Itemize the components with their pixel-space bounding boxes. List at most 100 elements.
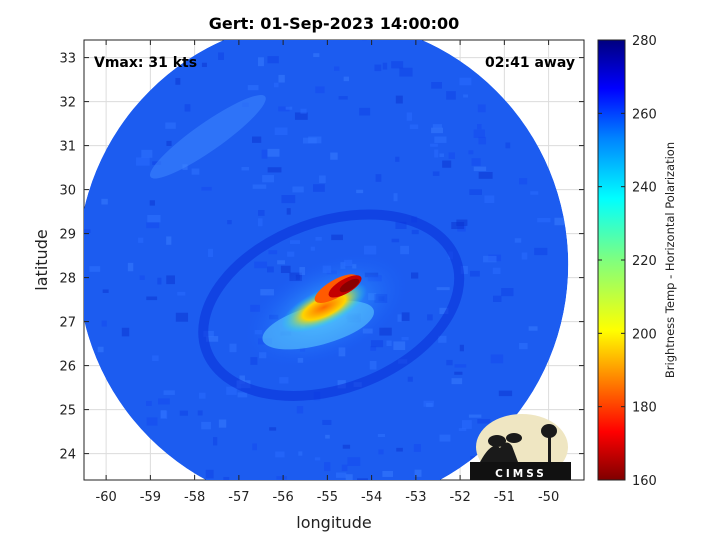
swath-texture-cell [331, 484, 336, 489]
x-tick-label: -57 [228, 490, 249, 505]
swath-texture-cell [407, 376, 413, 382]
time-away-label: 02:41 away [485, 55, 575, 71]
swath-texture-cell [363, 245, 377, 255]
y-tick-label: 31 [59, 140, 76, 155]
swath-texture-cell [469, 189, 482, 195]
swath-texture-cell [454, 364, 467, 368]
swath-texture-cell [147, 214, 161, 223]
colorbar-tick-label: 220 [632, 254, 657, 269]
swath-texture-cell [477, 418, 491, 424]
swath-texture-cell [331, 234, 343, 241]
swath-texture-cell [338, 96, 348, 100]
swath-texture-cell [395, 221, 407, 230]
y-tick-label: 27 [59, 316, 76, 331]
swath-texture-cell [315, 86, 325, 94]
swath-texture-cell [395, 95, 403, 104]
swath-texture-cell [292, 186, 304, 193]
swath-texture-cell [359, 107, 371, 116]
colorbar-label: Brightness Temp - Horizontal Polarizatio… [663, 142, 677, 378]
y-axis-label: latitude [32, 229, 51, 290]
colorbar-tick-label: 260 [632, 107, 657, 122]
swath-texture-cell [439, 307, 449, 315]
swath-texture-cell [343, 76, 350, 82]
storm-core-yellow [281, 281, 367, 333]
swath-texture-cell [149, 200, 155, 206]
colorbar [597, 39, 626, 481]
swath-texture-cell [191, 168, 200, 175]
swath-texture-cell [184, 104, 191, 112]
swath-texture-cell [296, 406, 304, 414]
swath-texture-cell [84, 229, 91, 233]
swath-texture-cell [432, 171, 440, 176]
swath-texture-cell [166, 275, 175, 285]
swath-texture-cell [325, 434, 330, 439]
swath-texture-cell [345, 474, 353, 480]
swath-texture-cell [477, 124, 482, 130]
swath-texture-cell [80, 250, 84, 256]
swath-texture-cell [227, 220, 232, 225]
swath-texture-cell [478, 171, 493, 179]
swath-texture-cell [413, 444, 421, 452]
swath-streak [149, 95, 266, 179]
swath-texture-cell [315, 236, 322, 241]
swath-texture-cell [498, 390, 513, 397]
swath-texture-cell [139, 275, 145, 280]
swath-texture-cell [313, 53, 320, 58]
swath-texture-cell [101, 198, 108, 205]
swath-texture-cell [492, 267, 501, 275]
swath-texture-cell [460, 265, 468, 274]
swath-texture-cell [414, 469, 422, 477]
y-tick-label: 26 [59, 360, 76, 375]
swath-texture-cell [146, 296, 158, 301]
swath-texture-cell [434, 149, 439, 158]
swath-texture-cell [537, 217, 551, 223]
swath-texture-cell [226, 386, 237, 395]
swath-texture-cell [446, 91, 456, 100]
colorbar-tick-label: 200 [632, 327, 657, 342]
swath-texture-cell [514, 238, 522, 243]
swath-texture-cell [399, 67, 413, 77]
swath-texture-cell [521, 252, 528, 260]
swath-texture-cell [278, 74, 285, 83]
y-tick-label: 28 [59, 272, 76, 287]
swath-texture-cell [477, 104, 486, 113]
swath-texture-cell [463, 94, 469, 98]
swath-texture-cell [393, 341, 406, 351]
swath-texture-cell [456, 219, 468, 226]
swath-texture-cell [201, 186, 212, 191]
swath-texture-cell [342, 444, 351, 449]
swath-texture-cell [313, 184, 325, 192]
swath-texture-cell [208, 248, 214, 258]
swath-texture-cell [458, 428, 467, 432]
swath-texture-cell [473, 129, 485, 139]
swath-texture-cell [257, 57, 264, 67]
swath-texture-cell [218, 419, 227, 428]
swath-texture-cell [163, 390, 175, 395]
swath-texture-cell [356, 478, 368, 480]
swath-texture-cell [101, 320, 107, 327]
swath-texture-cell [347, 457, 361, 466]
swath-texture-cell [361, 40, 367, 41]
swath-texture-cell [528, 326, 538, 331]
x-axis-label: longitude [296, 513, 371, 532]
y-tick-label: 33 [59, 52, 76, 67]
chart-title: Gert: 01-Sep-2023 14:00:00 [209, 14, 460, 33]
swath-texture-cell [321, 481, 328, 488]
swath-texture-cell [454, 371, 463, 375]
swath-texture-cell [298, 451, 303, 456]
swath-texture-cell [175, 77, 181, 85]
swath-texture-cell [89, 266, 101, 272]
swath-texture-cell [138, 237, 144, 243]
y-tick-label: 24 [59, 448, 76, 463]
swath-texture-cell [369, 360, 377, 370]
cimss-logo: CIMSS [470, 414, 571, 480]
swath-texture-cell [427, 314, 433, 321]
vmax-label: Vmax: 31 kts [94, 55, 197, 71]
swath-texture-cell [483, 255, 497, 263]
y-tick-label: 30 [59, 184, 76, 199]
swath-texture-cell [378, 449, 384, 455]
x-tick-label: -51 [494, 490, 515, 505]
swath-texture-cell [141, 149, 153, 158]
colorbar-tick-label: 160 [632, 474, 657, 489]
